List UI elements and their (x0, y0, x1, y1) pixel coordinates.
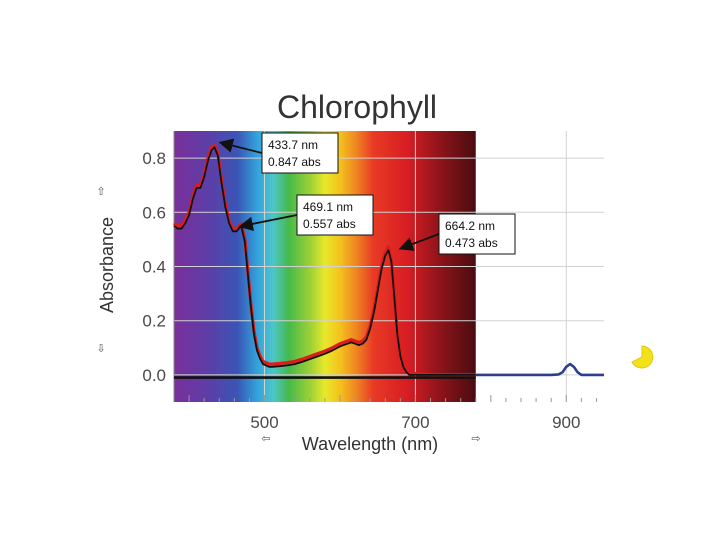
x-tick-label: 900 (552, 413, 580, 432)
x-axis-label: Wavelength (nm) (302, 434, 438, 454)
y-tick-label: 0.0 (142, 366, 166, 385)
annotation-absorbance: 0.847 abs (268, 155, 321, 169)
annotations: 433.7 nm 0.847 abs 469.1 nm 0.557 abs 664.2 … (218, 132, 516, 255)
y-axis-up-arrow-icon: ⇧ (96, 185, 105, 198)
annotation-box (296, 194, 374, 236)
x-axis-ticks: 500 700 900 (250, 413, 580, 432)
y-tick-label: 0.8 (142, 149, 166, 168)
y-axis-label: Absorbance (97, 217, 117, 313)
y-axis-down-arrow-icon: ⇩ (96, 342, 105, 355)
y-tick-label: 0.2 (142, 312, 166, 331)
series-line-4 (475, 362, 604, 377)
annotation-absorbance: 0.473 abs (445, 236, 498, 250)
annotation-arrow (238, 214, 298, 231)
series-line-2 (173, 146, 476, 376)
chart-title: Chlorophyll (277, 89, 437, 125)
x-tick-label: 500 (250, 413, 278, 432)
annotation-wavelength: 469.1 nm (303, 200, 353, 214)
annotation-arrow (218, 138, 263, 154)
x-axis-right-arrow-icon: ⇨ (471, 432, 480, 445)
data-series (173, 143, 604, 379)
y-tick-label: 0.6 (142, 203, 166, 222)
x-tick-label: 700 (401, 413, 429, 432)
annotation-callout: 433.7 nm 0.847 abs (218, 132, 339, 174)
annotation-callout: 664.2 nm 0.473 abs (398, 213, 516, 255)
annotation-arrow (398, 233, 440, 251)
pointer-icon (631, 345, 654, 369)
y-axis-ticks: 0.0 0.2 0.4 0.6 0.8 (142, 149, 166, 385)
annotation-callout: 469.1 nm 0.557 abs (238, 194, 374, 236)
annotation-wavelength: 433.7 nm (268, 138, 318, 152)
annotation-box (261, 132, 339, 174)
x-axis-left-arrow-icon: ⇦ (261, 432, 270, 445)
gridlines (173, 131, 604, 402)
annotation-absorbance: 0.557 abs (303, 217, 356, 231)
y-tick-label: 0.4 (142, 258, 166, 277)
annotation-box (438, 213, 516, 255)
annotation-wavelength: 664.2 nm (445, 219, 495, 233)
